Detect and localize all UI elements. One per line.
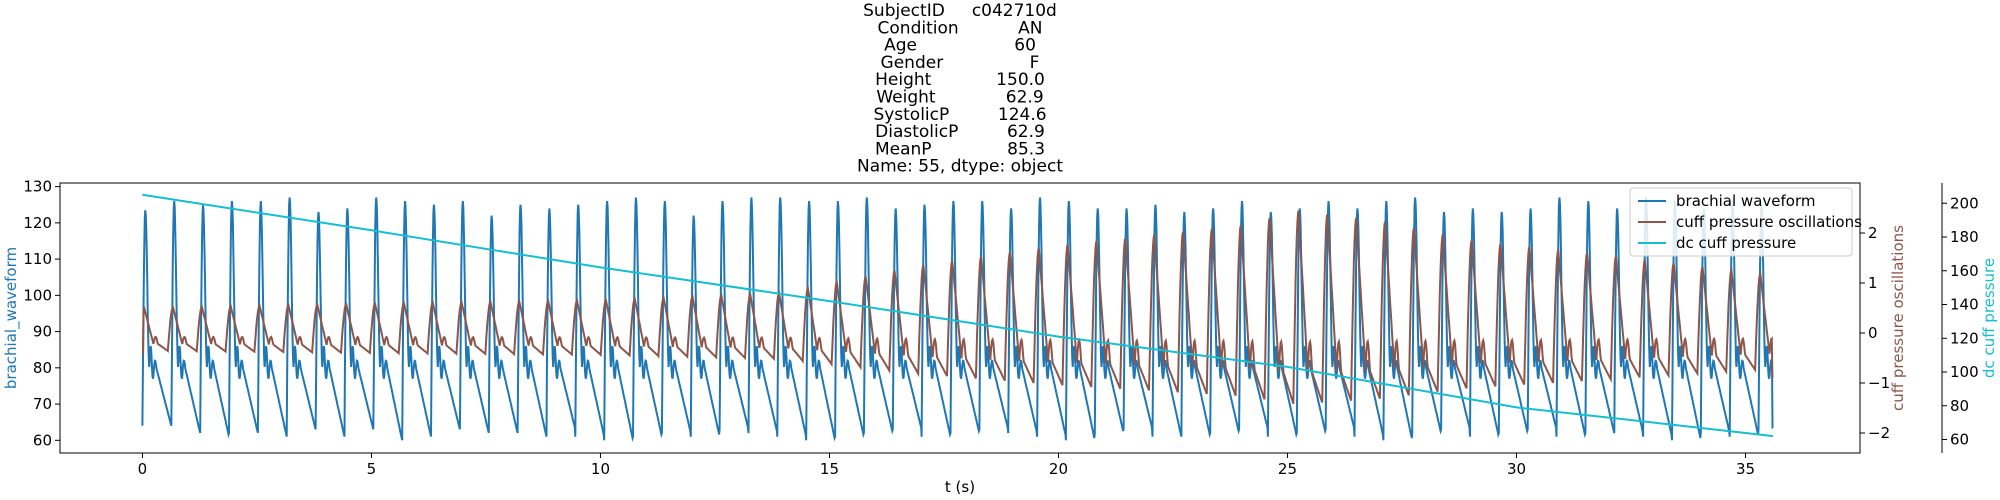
title-line: MeanP 85.3 (875, 139, 1045, 159)
y-right1-tick-label: 2 (1868, 224, 1878, 242)
y-left-tick-label: 110 (23, 250, 52, 268)
y-left-tick-label: 100 (23, 286, 52, 304)
series-layer (141, 193, 1774, 442)
y-axis-left: 60 70 80 90 100 110 120 130 (23, 178, 60, 449)
x-tick-label: 10 (591, 460, 610, 478)
x-tick-label: 35 (1736, 460, 1755, 478)
y-right2-tick-label: 140 (1950, 296, 1979, 314)
legend-label-cuff-pressure-oscillations: cuff pressure oscillations (1676, 213, 1862, 231)
y-right2-tick-label: 60 (1950, 431, 1969, 449)
title-line: Condition AN (878, 18, 1043, 38)
x-tick-label: 15 (820, 460, 839, 478)
x-tick-label: 0 (138, 460, 148, 478)
y-right2-tick-label: 200 (1950, 194, 1979, 212)
title-line: DiastolicP 62.9 (875, 122, 1045, 142)
x-tick-label: 20 (1049, 460, 1068, 478)
legend-label-brachial-waveform: brachial waveform (1676, 192, 1815, 210)
x-tick-label: 5 (367, 460, 377, 478)
y-right1-tick-label: −1 (1868, 374, 1890, 392)
y-right1-tick-label: 0 (1868, 324, 1878, 342)
title-line: SubjectID c042710d (863, 1, 1057, 21)
y-left-tick-label: 60 (33, 431, 52, 449)
y-axis-right-dc-label: dc cuff pressure (1980, 258, 1998, 378)
y-right2-tick-label: 120 (1950, 329, 1979, 347)
y-right2-tick-label: 80 (1950, 397, 1969, 415)
title-line: Height 150.0 (875, 70, 1045, 90)
y-left-tick-label: 90 (33, 323, 52, 341)
y-axis-left-label: brachial_waveform (2, 247, 21, 389)
x-tick-label: 25 (1278, 460, 1297, 478)
title-line: Weight 62.9 (876, 88, 1043, 108)
series-line-dc-cuff-pressure (142, 193, 1774, 438)
y-left-tick-label: 70 (33, 395, 52, 413)
series-line-brachial-waveform (141, 197, 1774, 442)
y-right1-tick-label: −2 (1868, 424, 1890, 442)
y-right2-tick-label: 160 (1950, 262, 1979, 280)
x-tick-label: 30 (1507, 460, 1526, 478)
y-axis-right-oscillations: −2 −1 0 1 2 (1860, 224, 1890, 442)
title-line: Name: 55, dtype: object (857, 157, 1063, 177)
legend-label-dc-cuff-pressure: dc cuff pressure (1676, 234, 1796, 252)
y-axis-right-dc: 60 80 100 120 140 160 180 200 (1941, 183, 1979, 453)
legend: brachial waveform cuff pressure oscillat… (1629, 187, 1862, 257)
plot-area (59, 182, 1861, 454)
y-left-tick-label: 130 (23, 178, 52, 196)
y-axis-right-oscillations-label: cuff pressure oscillations (1889, 225, 1907, 411)
x-axis-label: t (s) (945, 478, 975, 496)
y-right2-tick-label: 180 (1950, 228, 1979, 246)
x-axis: 0 5 10 15 20 25 30 35 (138, 453, 1755, 478)
y-right2-tick-label: 100 (1950, 363, 1979, 381)
title-line: Age 60 (884, 36, 1036, 56)
title-line: Gender F (881, 53, 1040, 73)
y-left-tick-label: 80 (33, 359, 52, 377)
y-left-tick-label: 120 (23, 214, 52, 232)
y-right1-tick-label: 1 (1868, 274, 1878, 292)
series-line-cuff-pressure-oscillations (142, 210, 1774, 405)
title-line: SystolicP 124.6 (873, 105, 1046, 125)
legend-box (1629, 187, 1853, 257)
